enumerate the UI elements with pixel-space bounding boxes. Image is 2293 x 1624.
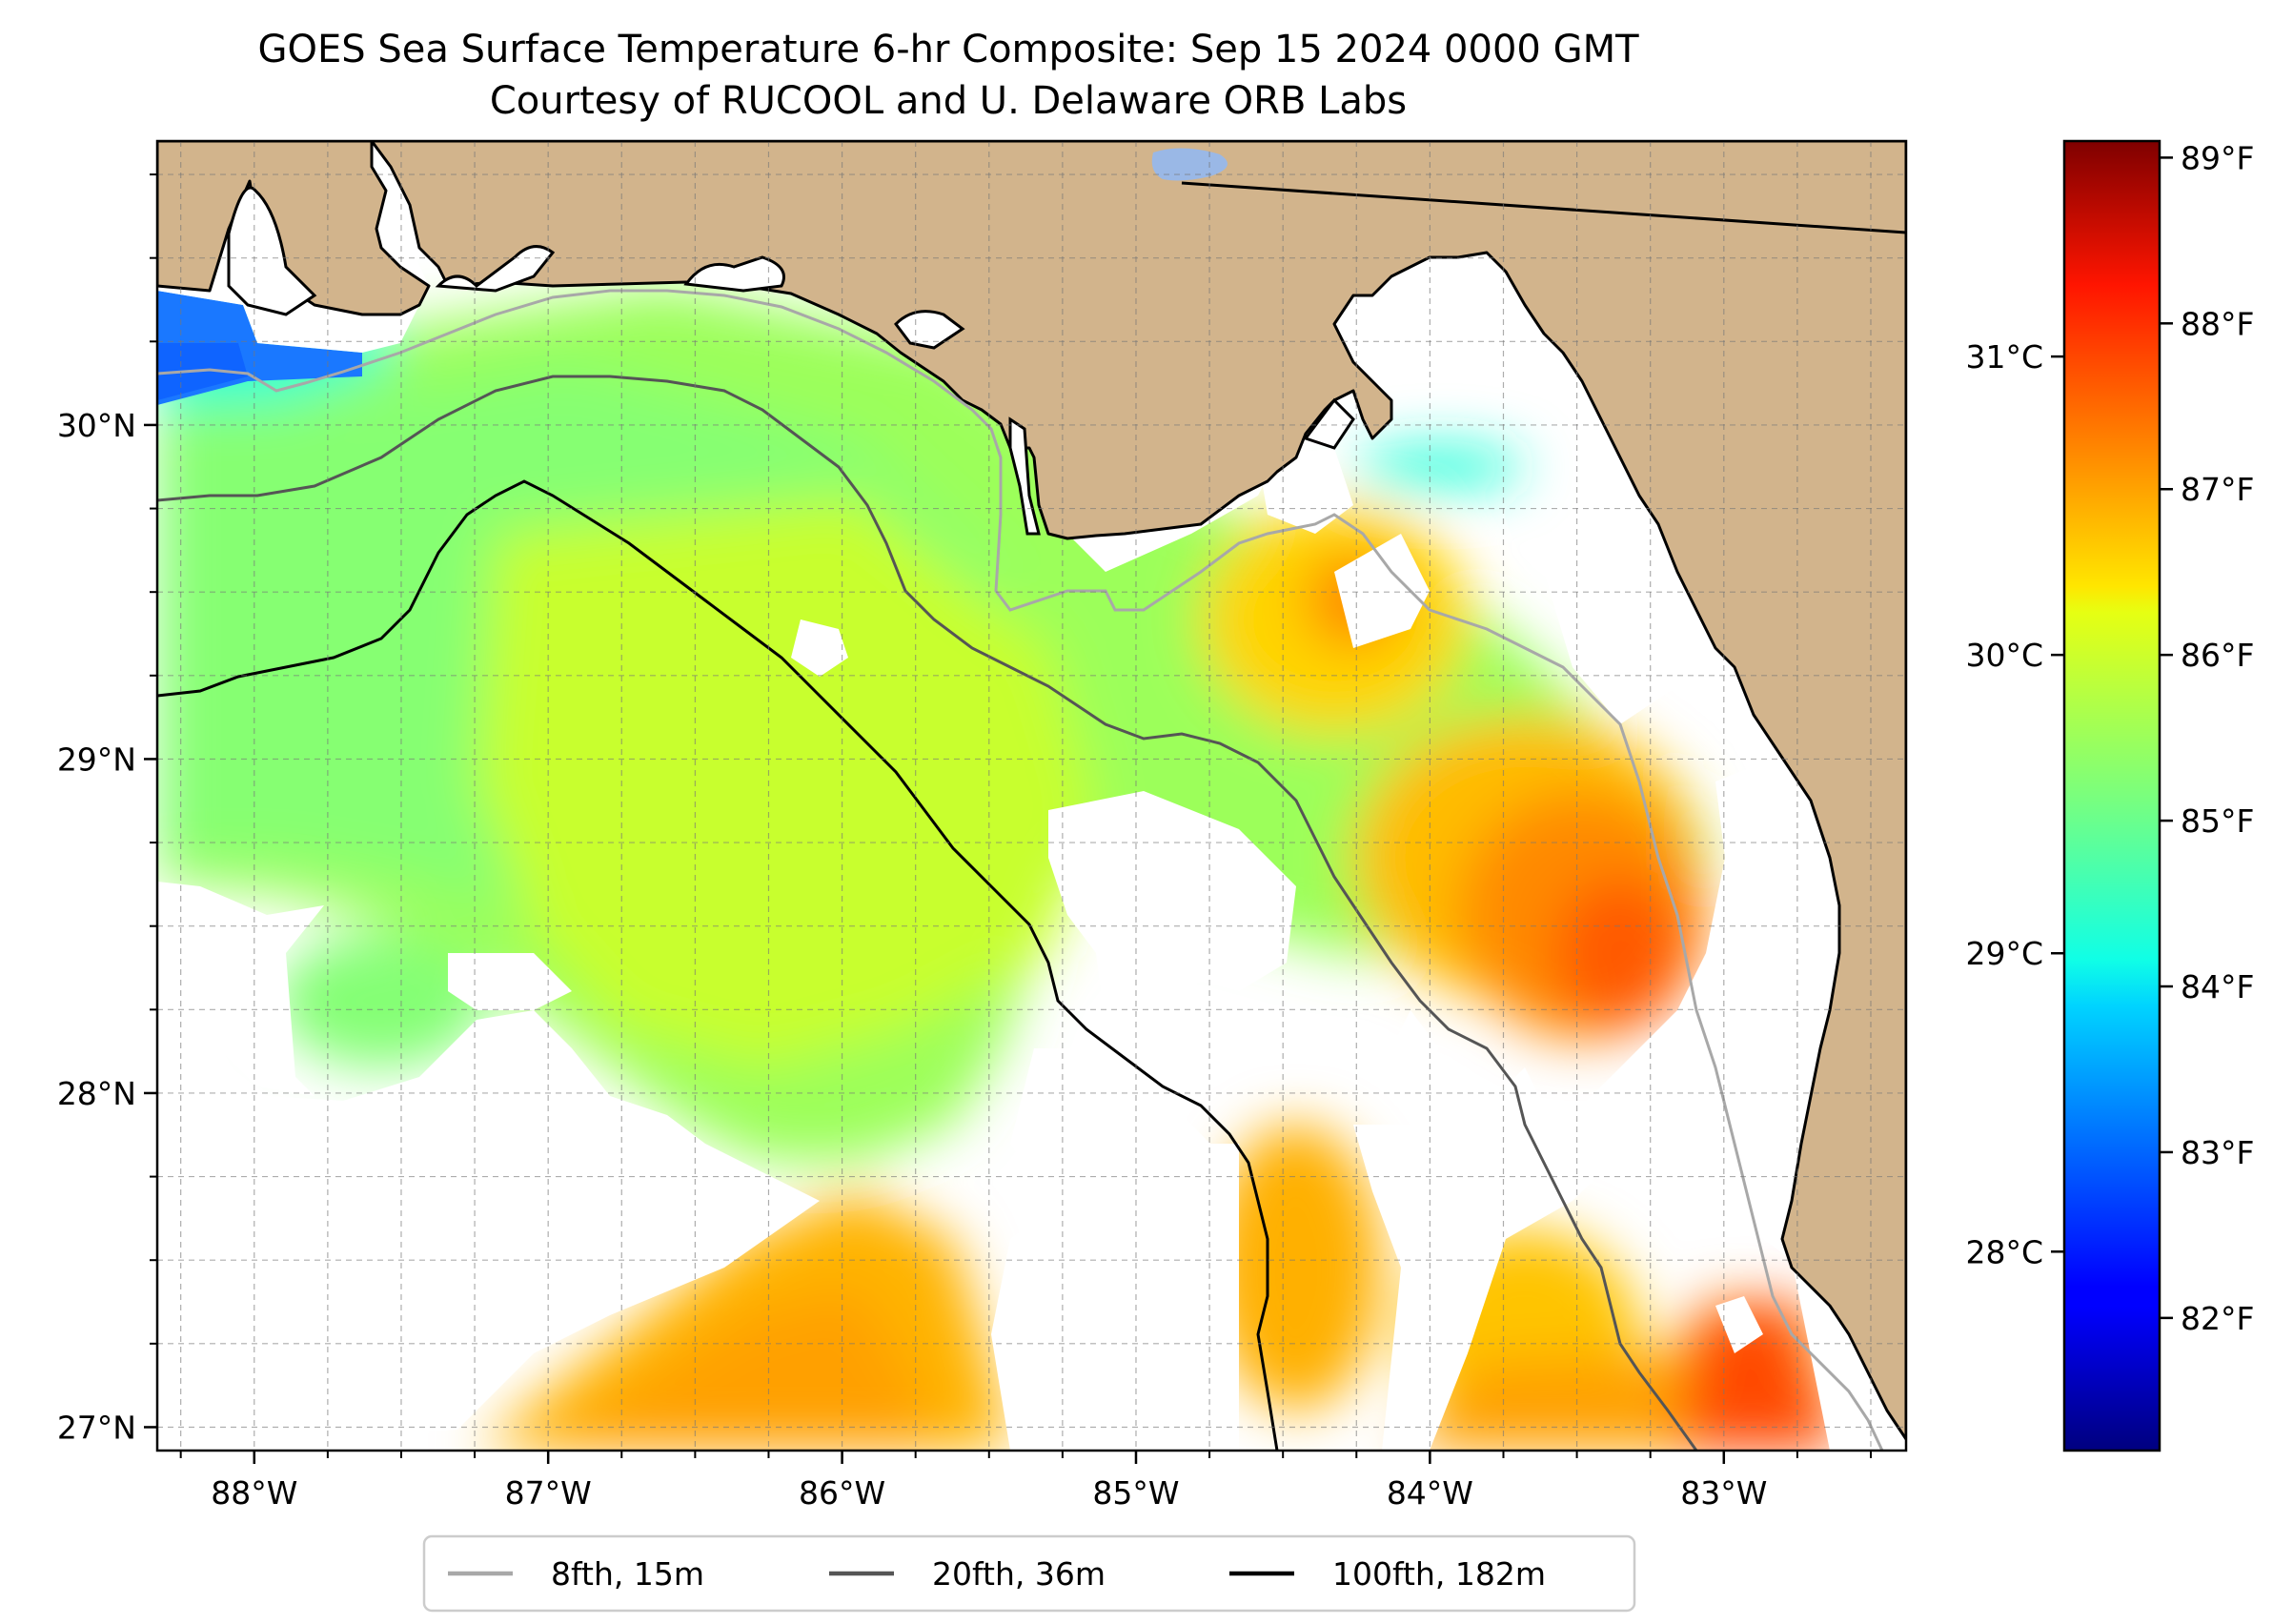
lake: [1151, 148, 1228, 181]
lon-tick-label: 83°W: [1680, 1474, 1767, 1512]
legend-box: [422, 1534, 1636, 1613]
colorbar-f-label: 82°F: [2181, 1300, 2254, 1337]
legend-label: 8fth, 15m: [551, 1555, 704, 1593]
lat-tick-label: 28°N: [57, 1075, 136, 1112]
lon-tick-label: 84°W: [1387, 1474, 1473, 1512]
figure-subtitle: Courtesy of RUCOOL and U. Delaware ORB L…: [489, 79, 1408, 123]
colorbar-c-label: 30°C: [1965, 637, 2043, 674]
sst-field: [157, 286, 1839, 1451]
colorbar-c-label: 31°C: [1965, 338, 2043, 376]
legend-label: 100fth, 182m: [1332, 1555, 1546, 1593]
lon-tick-label: 87°W: [505, 1474, 592, 1512]
isobath-8fth: [157, 289, 1884, 1451]
lon-tick-label: 86°W: [799, 1474, 885, 1512]
colorbar-f-label: 87°F: [2181, 471, 2254, 508]
colorbar-c-label: 28°C: [1965, 1233, 2043, 1270]
map-gridlines: [157, 141, 1906, 1451]
colorbar-f-label: 88°F: [2181, 305, 2254, 342]
legend: 8fth, 15m 20fth, 36m 100fth, 182m: [422, 1534, 1636, 1613]
colorbar-f-label: 85°F: [2181, 802, 2254, 840]
state-boundary: [1181, 181, 1906, 234]
colorbar-f-label: 86°F: [2181, 637, 2254, 674]
colorbar-f-label: 83°F: [2181, 1134, 2254, 1171]
isobath-100fth: [157, 479, 1279, 1451]
lon-tick-label: 85°W: [1092, 1474, 1179, 1512]
colorbar-c-label: 29°C: [1965, 935, 2043, 972]
lat-tick-label: 27°N: [57, 1409, 136, 1446]
legend-label: 20fth, 36m: [932, 1555, 1106, 1593]
longitude-axis: 88°W 87°W 86°W 85°W 84°W 83°W: [179, 1451, 1872, 1512]
legend-items: 8fth, 15m 20fth, 36m 100fth, 182m: [448, 1555, 1546, 1593]
colorbar-gradient: [2062, 139, 2161, 1452]
map-frame: [155, 139, 1908, 1452]
colorbar-fahrenheit-ticks: 82°F 83°F 84°F 85°F 86°F 87°F 88°F 89°F: [2160, 139, 2254, 1337]
colorbar-celsius-ticks: 28°C 29°C 30°C 31°C: [1965, 338, 2064, 1270]
lon-tick-label: 88°W: [211, 1474, 297, 1512]
latitude-axis: 27°N 28°N 29°N 30°N: [57, 173, 157, 1446]
colorbar: 82°F 83°F 84°F 85°F 86°F 87°F 88°F 89°F 28°C 29°…: [1965, 139, 2254, 1452]
land: [157, 141, 1906, 1441]
lat-tick-label: 29°N: [57, 741, 136, 778]
lat-tick-label: 30°N: [57, 407, 136, 444]
figure-title: GOES Sea Surface Temperature 6-hr Compos…: [257, 28, 1639, 71]
colorbar-f-label: 84°F: [2181, 968, 2254, 1005]
colorbar-f-label: 89°F: [2181, 139, 2254, 176]
isobath-20fth: [157, 375, 1698, 1451]
map-panel: [157, 141, 1906, 1451]
